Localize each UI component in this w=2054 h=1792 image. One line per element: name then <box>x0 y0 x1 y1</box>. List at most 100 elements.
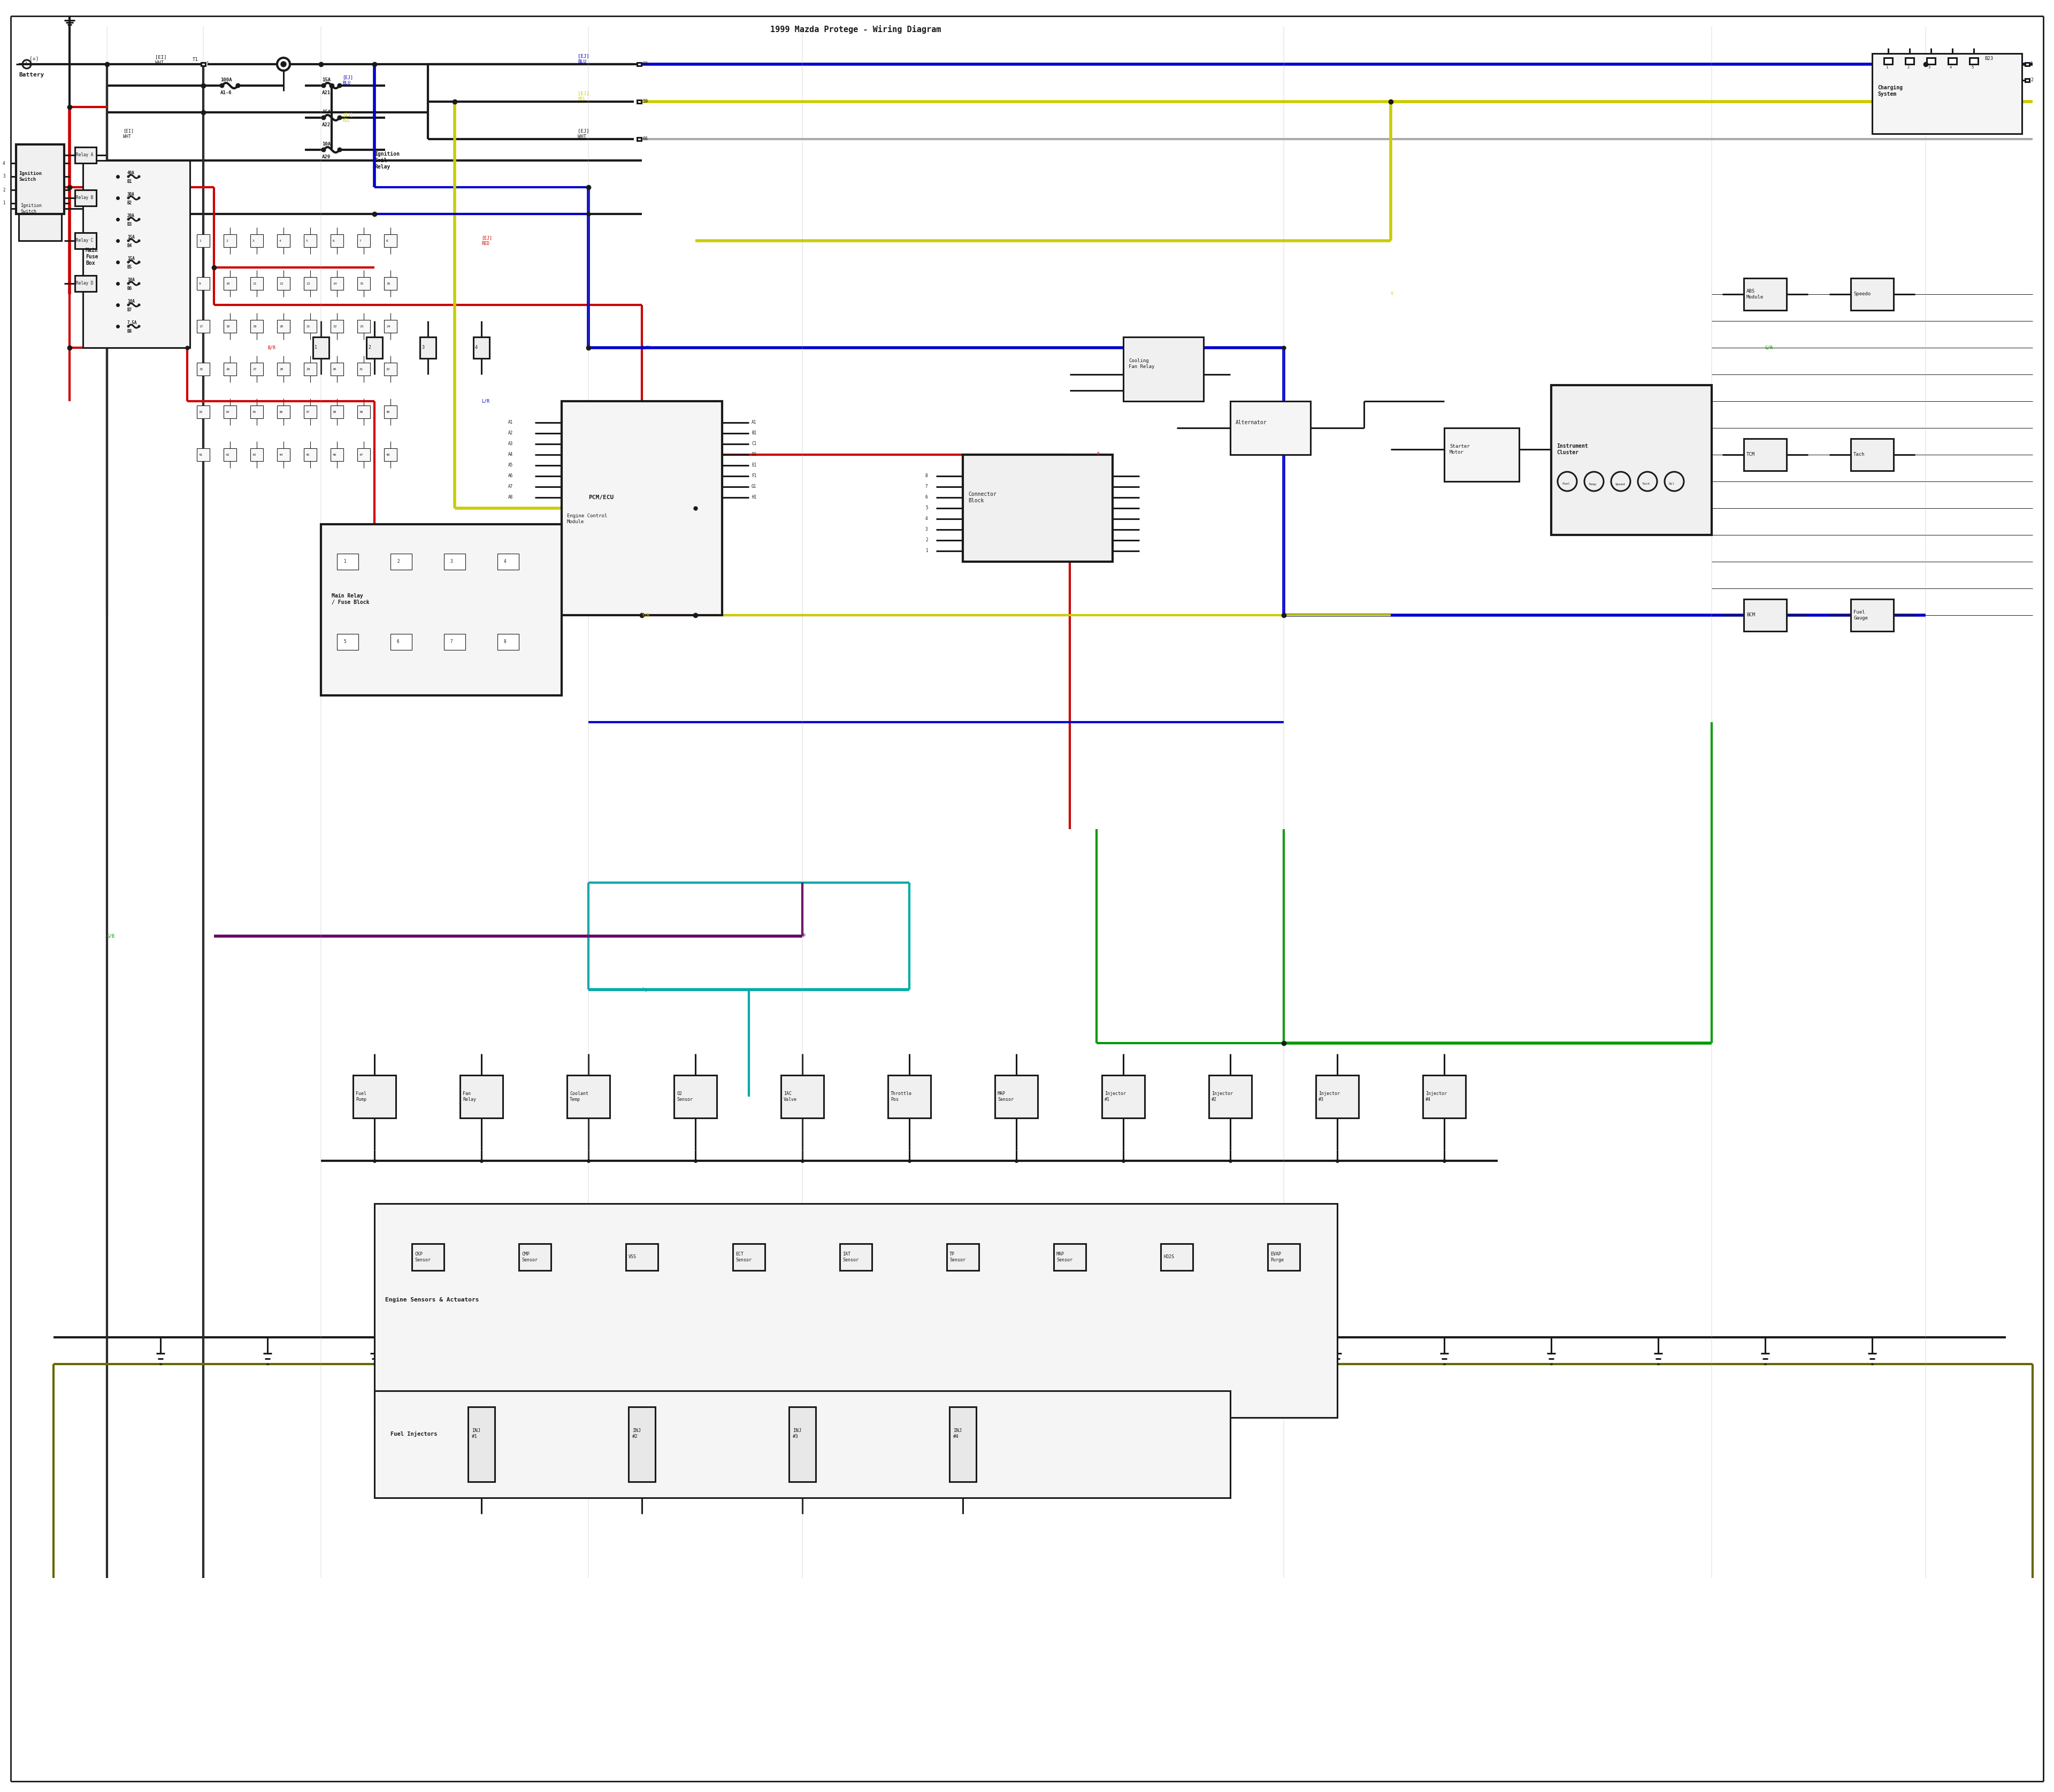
Text: 14: 14 <box>333 281 337 285</box>
Text: 1: 1 <box>1886 66 1888 70</box>
Bar <box>82 161 189 348</box>
Text: 30A: 30A <box>127 192 136 197</box>
Bar <box>353 1075 396 1118</box>
Text: 16: 16 <box>386 281 390 285</box>
Bar <box>1744 599 1787 631</box>
Text: 6: 6 <box>396 640 398 645</box>
Bar <box>1230 401 1310 455</box>
Bar <box>374 1391 1230 1498</box>
Text: B6: B6 <box>127 287 131 292</box>
Text: Fuel
Pump: Fuel Pump <box>355 1091 366 1102</box>
Bar <box>197 235 210 247</box>
Bar <box>472 337 489 358</box>
Bar <box>1744 439 1787 471</box>
Text: MAP
Sensor: MAP Sensor <box>1056 1253 1072 1262</box>
Text: B/R: B/R <box>267 346 275 349</box>
Bar <box>1101 1075 1144 1118</box>
Bar <box>384 321 396 333</box>
Bar <box>224 405 236 418</box>
Text: 59: 59 <box>643 61 647 66</box>
Text: 2: 2 <box>2031 77 2033 82</box>
Bar <box>251 278 263 290</box>
Bar <box>74 233 97 249</box>
Bar <box>994 1075 1037 1118</box>
Text: ABS
Module: ABS Module <box>1746 289 1764 299</box>
Text: Fuel Injectors: Fuel Injectors <box>390 1430 438 1437</box>
Text: 3: 3 <box>926 527 928 532</box>
Text: TP
Sensor: TP Sensor <box>949 1253 965 1262</box>
Text: F1: F1 <box>752 473 756 478</box>
Text: IAC
Valve: IAC Valve <box>785 1091 797 1102</box>
Text: D1: D1 <box>752 452 756 457</box>
Text: INJ
#4: INJ #4 <box>953 1428 961 1439</box>
Text: 13: 13 <box>306 281 310 285</box>
Bar <box>520 1244 550 1271</box>
Text: 8: 8 <box>926 473 928 478</box>
Text: 59: 59 <box>643 99 647 104</box>
Text: A5: A5 <box>507 462 514 468</box>
Bar <box>947 1244 980 1271</box>
Bar <box>390 634 413 650</box>
Text: B4: B4 <box>127 244 131 249</box>
Text: 100A: 100A <box>220 77 232 82</box>
Bar <box>337 634 357 650</box>
Bar <box>444 554 466 570</box>
Bar <box>331 448 343 461</box>
Text: 6: 6 <box>926 495 928 500</box>
Text: B8: B8 <box>127 330 131 333</box>
Text: Tach: Tach <box>1853 452 1865 457</box>
Bar <box>277 321 290 333</box>
Text: B1: B1 <box>752 430 756 435</box>
Bar <box>337 554 357 570</box>
Bar <box>16 145 64 213</box>
Bar <box>74 276 97 292</box>
Bar <box>1444 428 1520 482</box>
Text: 33: 33 <box>199 410 203 414</box>
Text: Tach: Tach <box>1641 482 1649 486</box>
Text: 5: 5 <box>343 640 345 645</box>
Text: 2: 2 <box>368 346 370 349</box>
Text: 12: 12 <box>279 281 283 285</box>
Bar <box>277 405 290 418</box>
Bar <box>384 405 396 418</box>
Text: 1: 1 <box>207 61 210 66</box>
Bar <box>460 1075 503 1118</box>
Text: L/Y: L/Y <box>641 346 649 349</box>
Text: L/R: L/R <box>481 400 489 403</box>
Bar <box>1423 1075 1467 1118</box>
Bar <box>1851 439 1894 471</box>
Text: [EI]
WHT: [EI] WHT <box>156 56 166 65</box>
Bar <box>224 321 236 333</box>
Bar <box>1906 57 1914 65</box>
Text: 45: 45 <box>306 453 310 455</box>
Text: 1: 1 <box>343 559 345 564</box>
Text: ECT
Sensor: ECT Sensor <box>735 1253 752 1262</box>
Text: 19: 19 <box>253 324 257 328</box>
Text: 5: 5 <box>926 505 928 511</box>
Bar <box>444 634 466 650</box>
Bar <box>1744 278 1787 310</box>
Text: 47: 47 <box>359 453 364 455</box>
Text: 15A: 15A <box>127 235 136 240</box>
Text: B3: B3 <box>127 222 131 228</box>
Text: (+): (+) <box>29 56 39 61</box>
Text: Y: Y <box>1391 292 1393 297</box>
Bar <box>331 278 343 290</box>
Bar <box>1871 54 2021 134</box>
Text: CKP
Sensor: CKP Sensor <box>415 1253 431 1262</box>
Text: +: + <box>25 61 29 66</box>
Text: A4: A4 <box>507 452 514 457</box>
Bar <box>357 278 370 290</box>
Text: 17: 17 <box>199 324 203 328</box>
Text: 25: 25 <box>199 367 203 371</box>
Text: 32: 32 <box>386 367 390 371</box>
Bar <box>74 190 97 206</box>
Text: Relay D: Relay D <box>76 281 92 287</box>
Text: Fuel: Fuel <box>1561 482 1569 486</box>
Bar <box>304 362 316 376</box>
Text: [EJ]
YEL: [EJ] YEL <box>577 91 589 102</box>
Text: 15A: 15A <box>322 109 331 115</box>
Bar <box>384 448 396 461</box>
Text: 1999 Mazda Protege - Wiring Diagram: 1999 Mazda Protege - Wiring Diagram <box>770 25 941 34</box>
Text: 10: 10 <box>226 281 230 285</box>
